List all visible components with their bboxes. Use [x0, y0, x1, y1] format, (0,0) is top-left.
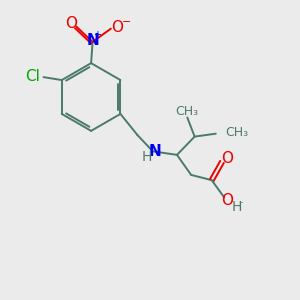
Text: H: H: [231, 200, 242, 214]
Text: Cl: Cl: [25, 69, 40, 84]
Text: +: +: [93, 31, 101, 40]
Text: CH₃: CH₃: [225, 126, 248, 139]
Text: N: N: [149, 144, 162, 159]
Text: O: O: [111, 20, 123, 35]
Text: −: −: [122, 17, 131, 27]
Text: ·: ·: [240, 197, 244, 210]
Text: O: O: [65, 16, 77, 31]
Text: O: O: [222, 193, 234, 208]
Text: H: H: [141, 150, 152, 164]
Text: O: O: [221, 151, 233, 166]
Text: CH₃: CH₃: [176, 105, 199, 118]
Text: N: N: [86, 33, 99, 48]
